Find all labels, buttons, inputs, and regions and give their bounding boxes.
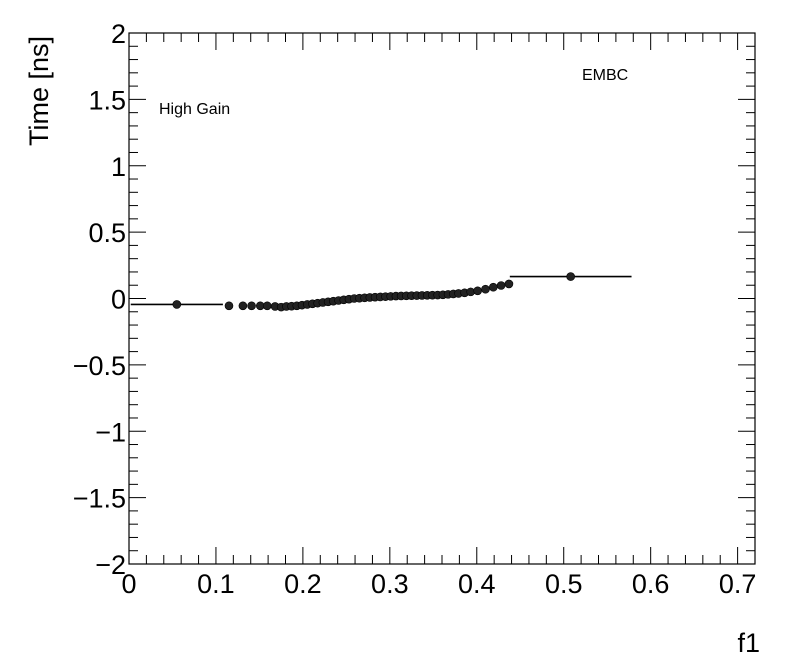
data-point (172, 300, 182, 309)
annotation-embc: EMBC (582, 67, 628, 84)
data-point (262, 301, 272, 311)
y-tick-label: 1.5 (88, 85, 126, 115)
tick-labels: 0 0.1 0.2 0.3 0.4 0.5 0.6 0.7 2 1.5 1 0.5 0 −0.5 −1 −1.… (73, 19, 757, 599)
x-tick-label: 0.3 (371, 569, 409, 599)
data-point (488, 282, 498, 292)
data-point (473, 286, 482, 296)
y-tick-label: −0.5 (73, 351, 126, 381)
y-axis-title: Time [ns] (24, 36, 54, 146)
y-tick-label: 2 (111, 19, 126, 49)
x-tick-label: 0.2 (284, 569, 322, 599)
data-point (504, 279, 514, 289)
annotation-high-gain: High Gain (159, 101, 230, 118)
data-point (496, 281, 506, 290)
y-tick-label: −2 (95, 550, 126, 580)
data-point (247, 301, 256, 311)
data-point (566, 272, 575, 281)
x-axis-title: f1 (737, 628, 760, 658)
y-tick-label: 0 (111, 285, 126, 315)
x-tick-label: 0.1 (197, 569, 235, 599)
x-tick-label: 0.5 (545, 569, 583, 599)
data-points (172, 272, 575, 312)
x-tick-label: 0 (121, 569, 136, 599)
data-point (481, 284, 490, 294)
y-tick-label: 0.5 (88, 218, 126, 248)
x-tick-label: 0.6 (632, 569, 670, 599)
y-tick-label: −1.5 (73, 484, 126, 514)
x-tick-label: 0.4 (458, 569, 496, 599)
axis-ticks (128, 32, 756, 565)
data-point (224, 301, 234, 311)
x-tick-label: 0.7 (719, 569, 757, 599)
y-tick-label: −1 (95, 417, 126, 447)
y-tick-label: 1 (111, 152, 126, 182)
data-point (238, 301, 248, 311)
